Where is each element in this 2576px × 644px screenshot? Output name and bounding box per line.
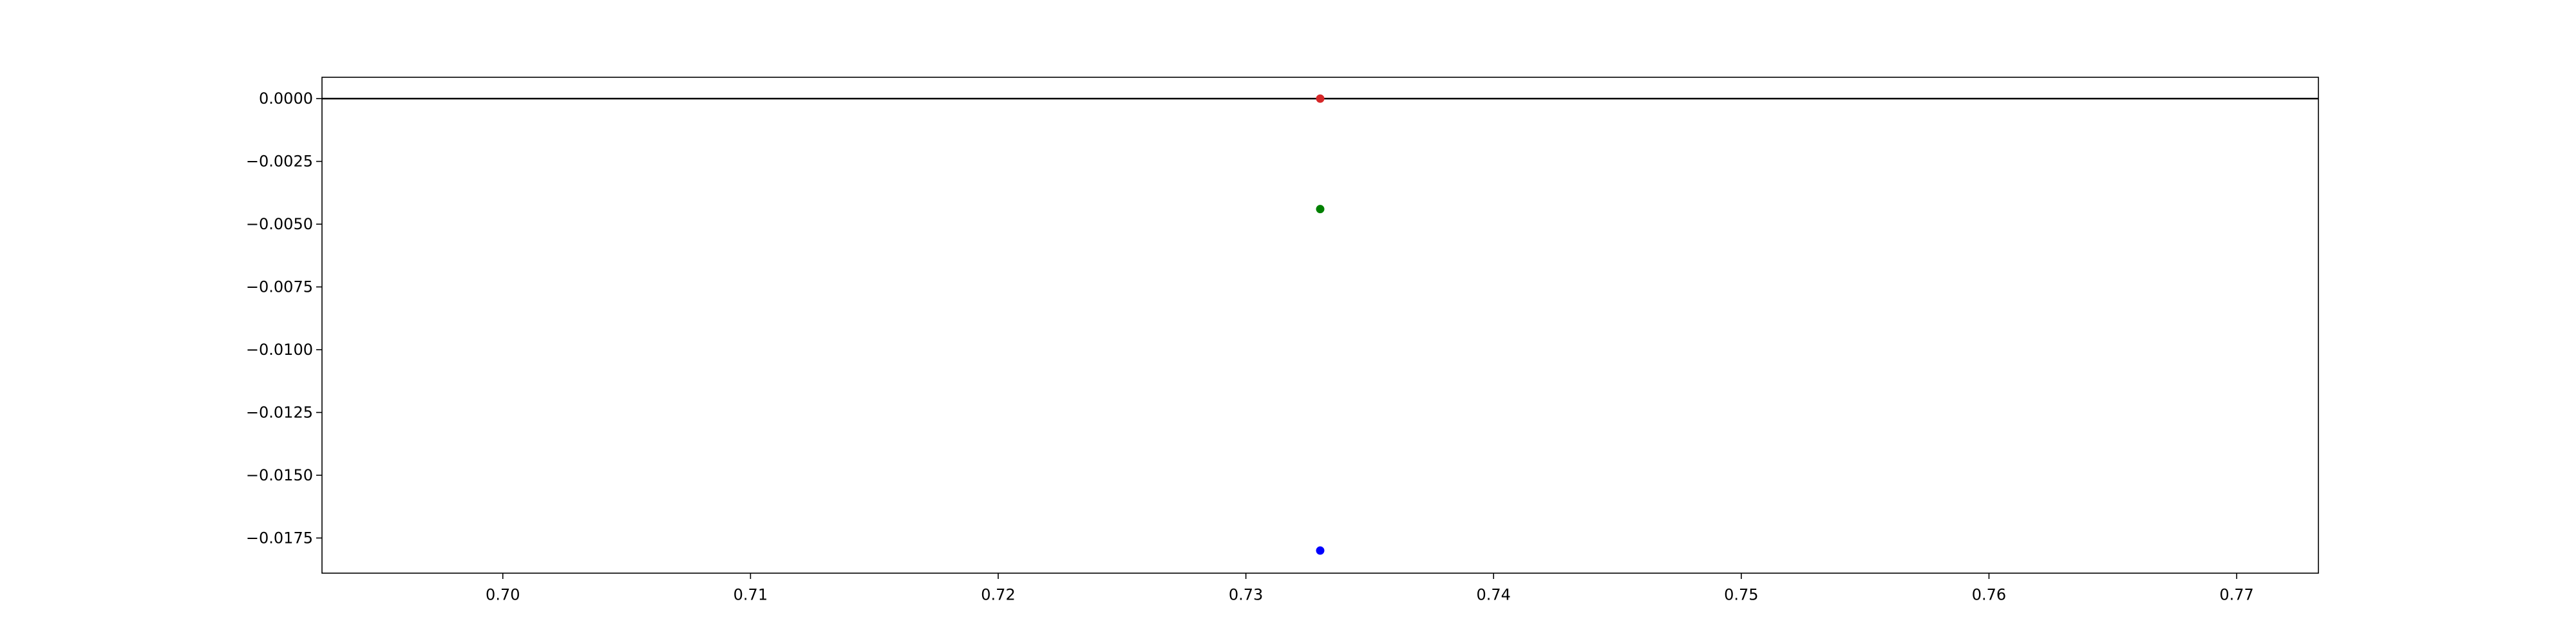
x-tick-label: 0.71 xyxy=(734,586,768,604)
y-tick-label: −0.0025 xyxy=(246,153,313,171)
y-tick-label: −0.0125 xyxy=(246,403,313,421)
x-tick-label: 0.75 xyxy=(1724,586,1758,604)
y-tick-label: −0.0075 xyxy=(246,278,313,296)
x-tick-label: 0.72 xyxy=(981,586,1015,604)
x-tick-label: 0.76 xyxy=(1972,586,2006,604)
y-tick-label: −0.0175 xyxy=(246,529,313,547)
x-tick-label: 0.70 xyxy=(486,586,520,604)
y-tick-label: −0.0050 xyxy=(246,215,313,233)
plot-area: 0.70 0.71 0.72 0.73 0.74 0.75 0.76 0.77 0.0000 −0… xyxy=(246,77,2319,604)
x-tick-label: 0.74 xyxy=(1477,586,1511,604)
y-tick-label: −0.0100 xyxy=(246,341,313,359)
data-point-3 xyxy=(1316,546,1325,555)
data-point-1 xyxy=(1316,94,1325,103)
x-tick-label: 0.77 xyxy=(2219,586,2253,604)
x-tick-label: 0.73 xyxy=(1229,586,1263,604)
y-tick-label: 0.0000 xyxy=(259,90,313,108)
y-tick-label: −0.0150 xyxy=(246,466,313,484)
axes-frame xyxy=(321,77,2319,574)
data-point-2 xyxy=(1316,205,1325,214)
